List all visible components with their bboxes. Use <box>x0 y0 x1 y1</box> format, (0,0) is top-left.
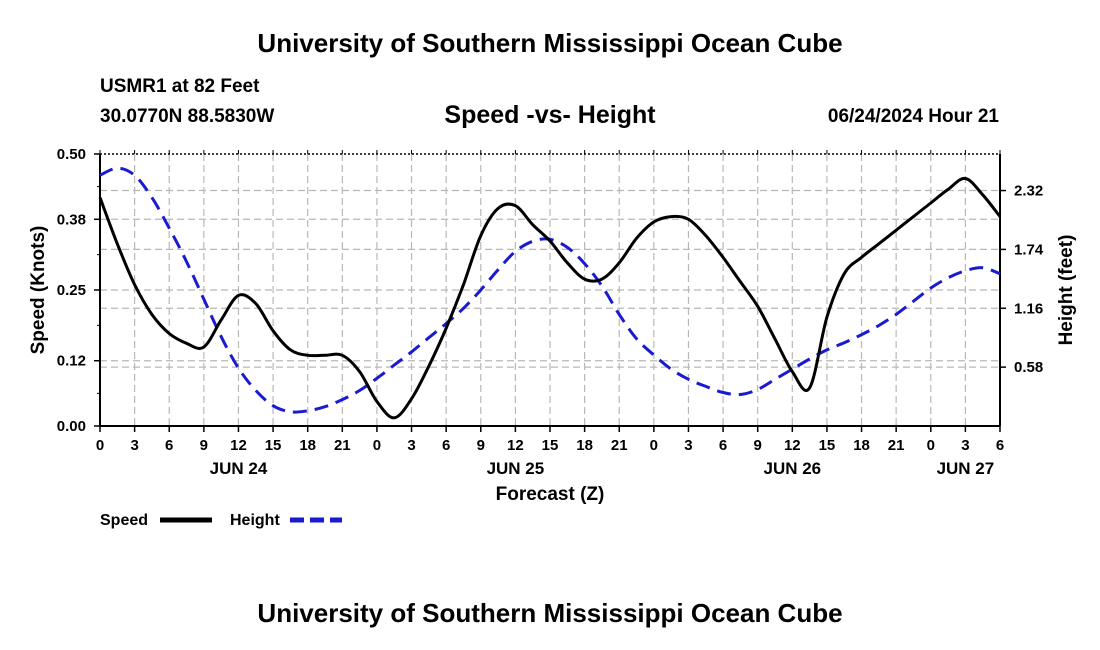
x-tick-label: 15 <box>542 437 559 454</box>
x-tick-label: 3 <box>130 437 138 454</box>
date-label: JUN 26 <box>763 459 821 478</box>
x-tick-label: 3 <box>407 437 415 454</box>
y2-tick-label: 1.16 <box>1014 300 1043 317</box>
x-tick-label: 9 <box>477 437 485 454</box>
x-tick-label: 21 <box>888 437 905 454</box>
x-tick-label: 3 <box>684 437 692 454</box>
x-tick-label: 6 <box>996 437 1004 454</box>
x-tick-label: 15 <box>819 437 836 454</box>
x-tick-label: 9 <box>200 437 208 454</box>
date-label: JUN 27 <box>937 459 995 478</box>
x-tick-label: 0 <box>650 437 658 454</box>
x-tick-label: 9 <box>754 437 762 454</box>
y-tick-label: 0.00 <box>57 418 86 435</box>
station-label: USMR1 at 82 Feet <box>100 76 260 97</box>
x-tick-label: 21 <box>334 437 351 454</box>
date-label: JUN 25 <box>487 459 545 478</box>
legend-label-speed: Speed <box>100 512 148 529</box>
x-tick-label: 3 <box>961 437 969 454</box>
x-tick-label: 6 <box>442 437 450 454</box>
y-tick-label: 0.12 <box>57 353 86 370</box>
x-tick-label: 6 <box>165 437 173 454</box>
x-tick-label: 18 <box>576 437 593 454</box>
y-axis-title: Speed (Knots) <box>28 226 49 355</box>
station-coordinates: 30.0770N 88.5830W <box>100 106 275 127</box>
x-tick-label: 21 <box>611 437 628 454</box>
y2-axis-title: Height (feet) <box>1056 235 1077 346</box>
y2-tick-label: 2.32 <box>1014 183 1043 200</box>
x-tick-label: 15 <box>265 437 282 454</box>
x-tick-label: 0 <box>96 437 104 454</box>
x-tick-label: 12 <box>230 437 247 454</box>
x-tick-label: 12 <box>784 437 801 454</box>
y-tick-label: 0.25 <box>57 282 86 299</box>
y2-tick-label: 0.58 <box>1014 359 1043 376</box>
x-tick-label: 6 <box>719 437 727 454</box>
legend-label-height: Height <box>230 512 280 529</box>
y-tick-label: 0.50 <box>57 146 86 163</box>
x-tick-label: 0 <box>927 437 935 454</box>
x-tick-label: 18 <box>299 437 316 454</box>
x-tick-label: 0 <box>373 437 381 454</box>
chart-main-title: University of Southern Mississippi Ocean… <box>257 28 843 58</box>
x-tick-label: 12 <box>507 437 524 454</box>
speed-series-line <box>98 176 1002 420</box>
date-label: JUN 24 <box>210 459 268 478</box>
y2-tick-label: 1.74 <box>1014 241 1044 258</box>
y-tick-label: 0.38 <box>57 211 86 228</box>
footer-title: University of Southern Mississippi Ocean… <box>257 598 843 628</box>
x-axis-title: Forecast (Z) <box>496 484 605 505</box>
x-tick-label: 18 <box>853 437 870 454</box>
forecast-datetime: 06/24/2024 Hour 21 <box>827 106 999 127</box>
chart-subtitle: Speed -vs- Height <box>444 101 656 129</box>
